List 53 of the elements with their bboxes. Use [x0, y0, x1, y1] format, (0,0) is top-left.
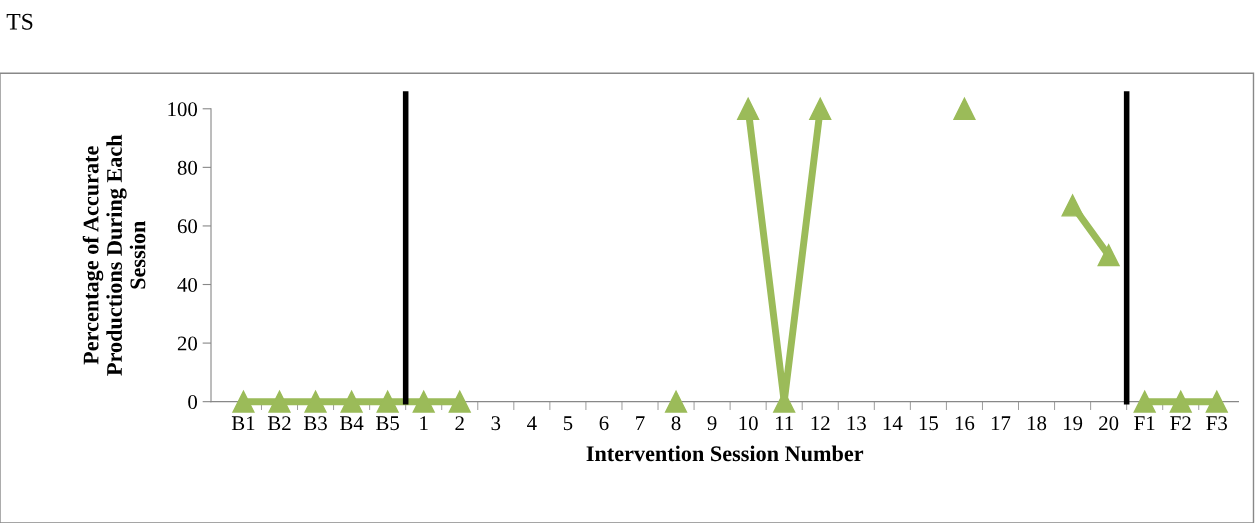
point: [1097, 244, 1120, 267]
x-axis-title: Intervention Session Number: [586, 445, 864, 462]
point: [232, 390, 255, 413]
x-tick-label: B1: [231, 416, 255, 431]
x-tick-label: B4: [340, 416, 364, 431]
y-tick-label: 20: [177, 336, 198, 351]
x-tick-label: 17: [991, 416, 1011, 431]
point: [1133, 390, 1156, 413]
x-tick-label: 9: [707, 416, 717, 431]
point: [953, 97, 976, 120]
point: [448, 390, 471, 413]
x-tick-label: 12: [811, 416, 830, 431]
x-tick-label: 7: [636, 416, 645, 431]
x-tick-label: 13: [847, 416, 866, 431]
x-tick-label: 1: [420, 416, 428, 431]
point: [809, 97, 832, 120]
x-tick-label: 11: [776, 416, 793, 431]
x-tick-label: F2: [1170, 416, 1191, 431]
x-tick-label: 15: [919, 416, 938, 431]
x-tick-label: 10: [739, 416, 758, 431]
y-tick-label: 60: [177, 219, 198, 234]
x-tick-label: F3: [1206, 416, 1227, 431]
x-tick-label: 19: [1064, 416, 1083, 431]
text: TS: [6, 13, 33, 30]
point: [412, 390, 435, 413]
y-tick-label: 40: [177, 277, 198, 292]
point: [664, 390, 688, 413]
y-tick-label: 80: [177, 160, 198, 175]
x-tick-label: 16: [955, 416, 975, 431]
x-tick-label: F1: [1134, 416, 1155, 431]
x-tick-label: 8: [671, 416, 681, 431]
x-tick-label: 4: [527, 416, 537, 431]
point: [268, 390, 291, 413]
y-tick-label: 0: [188, 395, 198, 410]
x-tick-label: 5: [563, 416, 573, 431]
point: [1205, 390, 1228, 413]
point: [376, 390, 399, 413]
x-tick-label: B5: [376, 416, 399, 431]
x-tick-label: 3: [491, 416, 501, 431]
point: [304, 390, 327, 413]
point: [340, 390, 363, 413]
x-tick-label: 14: [883, 416, 903, 431]
x-tick-label: 18: [1027, 416, 1047, 431]
x-tick-label: 6: [599, 416, 609, 431]
x-tick-label: B2: [267, 416, 291, 431]
x-tick-label: 2: [455, 416, 464, 431]
y-tick-label: 100: [168, 102, 198, 117]
y-axis-title: Percentage of Accurate Productions During Each Session: [82, 134, 146, 376]
x-tick-label: B3: [303, 416, 327, 431]
point: [737, 97, 760, 120]
point: [1169, 390, 1192, 413]
point: [1061, 194, 1084, 217]
x-tick-label: 20: [1099, 416, 1119, 431]
